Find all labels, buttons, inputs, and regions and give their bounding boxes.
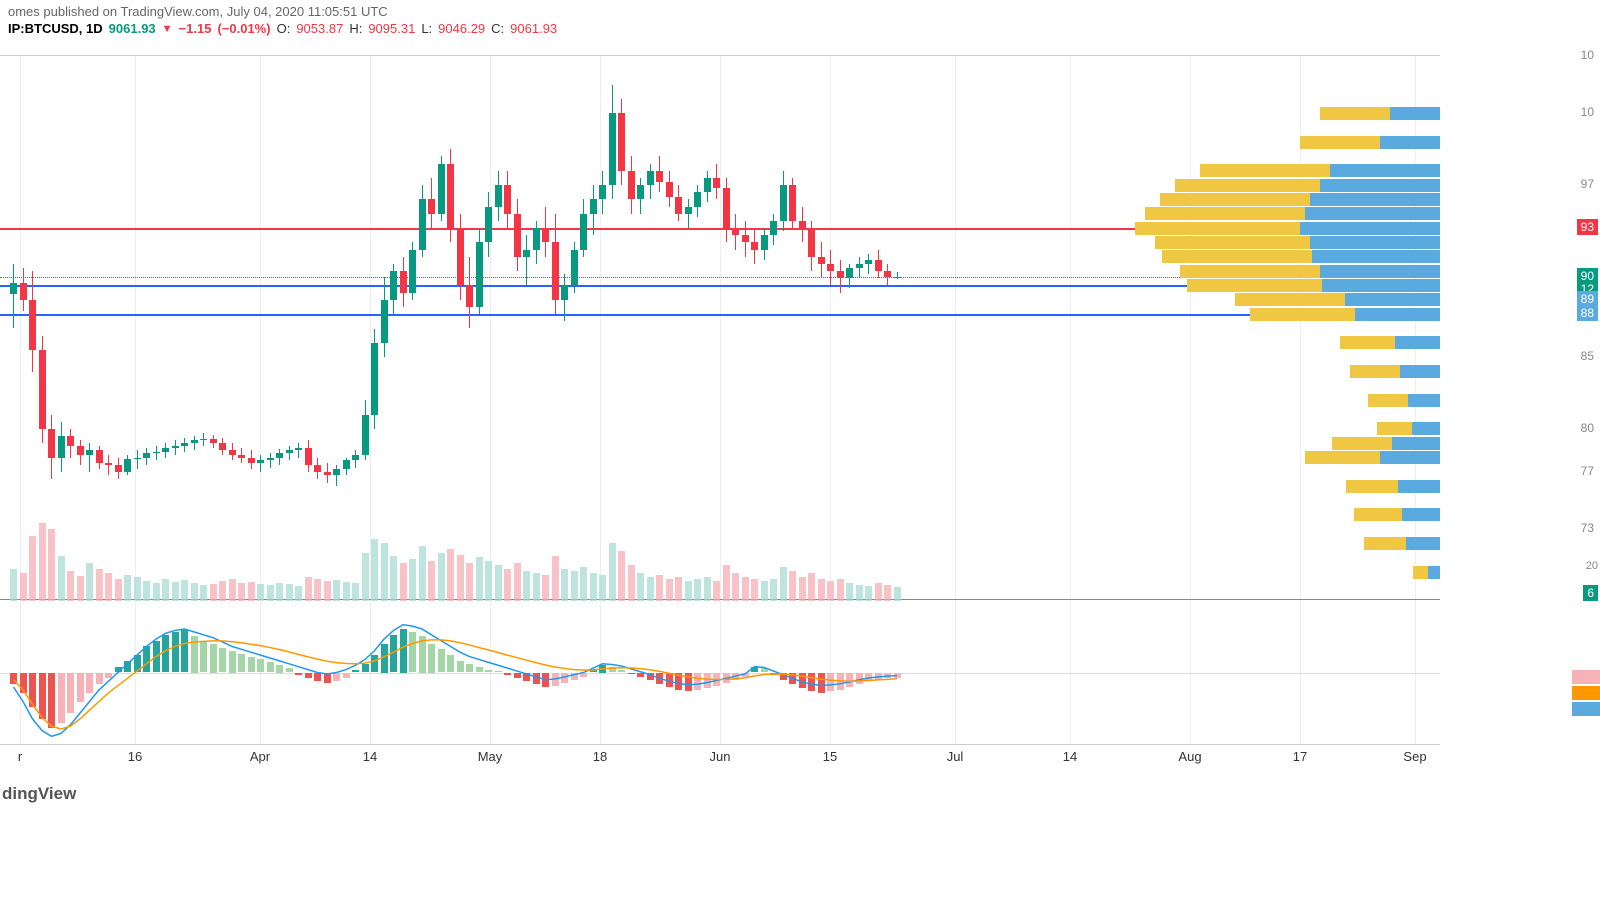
macd-chart[interactable] [0, 600, 1440, 745]
publish-info: omes published on TradingView.com, July … [8, 4, 1592, 19]
change-arrow-icon: ▼ [162, 23, 173, 35]
last-price: 9061.93 [109, 21, 156, 36]
main-chart[interactable] [0, 55, 1440, 600]
watermark: dingView [2, 784, 76, 804]
symbol-ohlc: IP:BTCUSD, 1D 9061.93 ▼ −1.15 (−0.01%) O… [8, 21, 1592, 36]
change: −1.15 [179, 21, 212, 36]
change-pct: (−0.01%) [217, 21, 270, 36]
time-axis: r16Apr14May18Jun15Jul14Aug17Sep [0, 745, 1440, 775]
price-axis: 9390128988610109785807773 [1440, 55, 1600, 745]
chart-header: omes published on TradingView.com, July … [0, 0, 1600, 40]
